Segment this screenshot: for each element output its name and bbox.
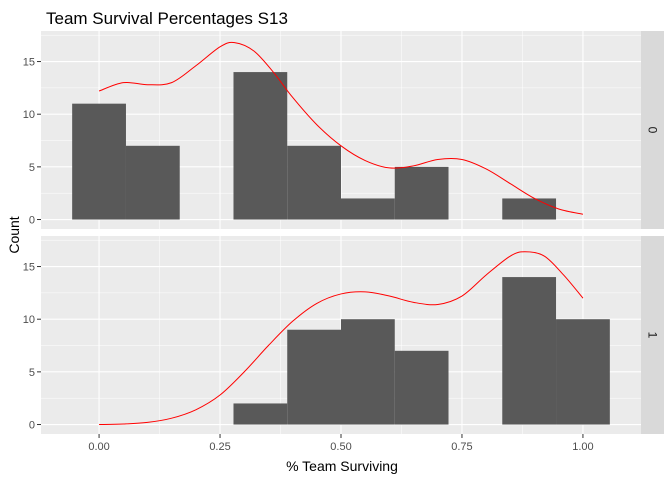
y-tick-label: 10 <box>23 109 35 121</box>
histogram-bar <box>502 277 557 425</box>
histogram-bar <box>287 145 341 220</box>
histogram-bar <box>233 403 288 425</box>
x-tick-label: 0.75 <box>451 441 472 453</box>
chart-title: Team Survival Percentages S13 <box>46 9 288 28</box>
facet-strip-label: 1 <box>646 332 660 339</box>
x-tick-label: 0.25 <box>209 441 230 453</box>
density-curve <box>99 251 584 426</box>
y-tick-label: 15 <box>23 262 35 274</box>
y-axis-title: Count <box>6 216 22 253</box>
histogram-bar <box>394 350 449 425</box>
y-tick-label: 5 <box>29 367 35 379</box>
facet-strip <box>641 31 664 229</box>
x-axis-title: % Team Surviving <box>286 458 398 474</box>
histogram-bar <box>394 166 449 220</box>
facet-panel-0: 0 5 10 15 0 <box>23 31 664 229</box>
x-tick-label: 1.00 <box>572 441 593 453</box>
density-curve <box>98 41 584 215</box>
x-tick-label: 0.50 <box>330 441 351 453</box>
y-tick-label: 5 <box>29 162 35 174</box>
x-tick-label: 0.00 <box>88 441 109 453</box>
y-tick-label: 0 <box>29 215 35 227</box>
histogram-bar <box>125 145 180 220</box>
histogram-bar <box>341 319 395 425</box>
histogram-bar <box>233 72 288 220</box>
facet-strip <box>641 236 664 434</box>
facet-strip-label: 0 <box>646 127 660 134</box>
y-tick-label: 10 <box>23 314 35 326</box>
y-tick-label: 0 <box>29 420 35 432</box>
histogram-bar <box>287 329 341 425</box>
histogram-bar <box>502 198 557 220</box>
histogram-bar <box>341 198 395 220</box>
histogram-bar <box>556 319 610 425</box>
facet-panel-1: 0 5 10 15 1 <box>23 236 664 434</box>
histogram-bar <box>72 103 126 220</box>
y-tick-label: 15 <box>23 57 35 69</box>
